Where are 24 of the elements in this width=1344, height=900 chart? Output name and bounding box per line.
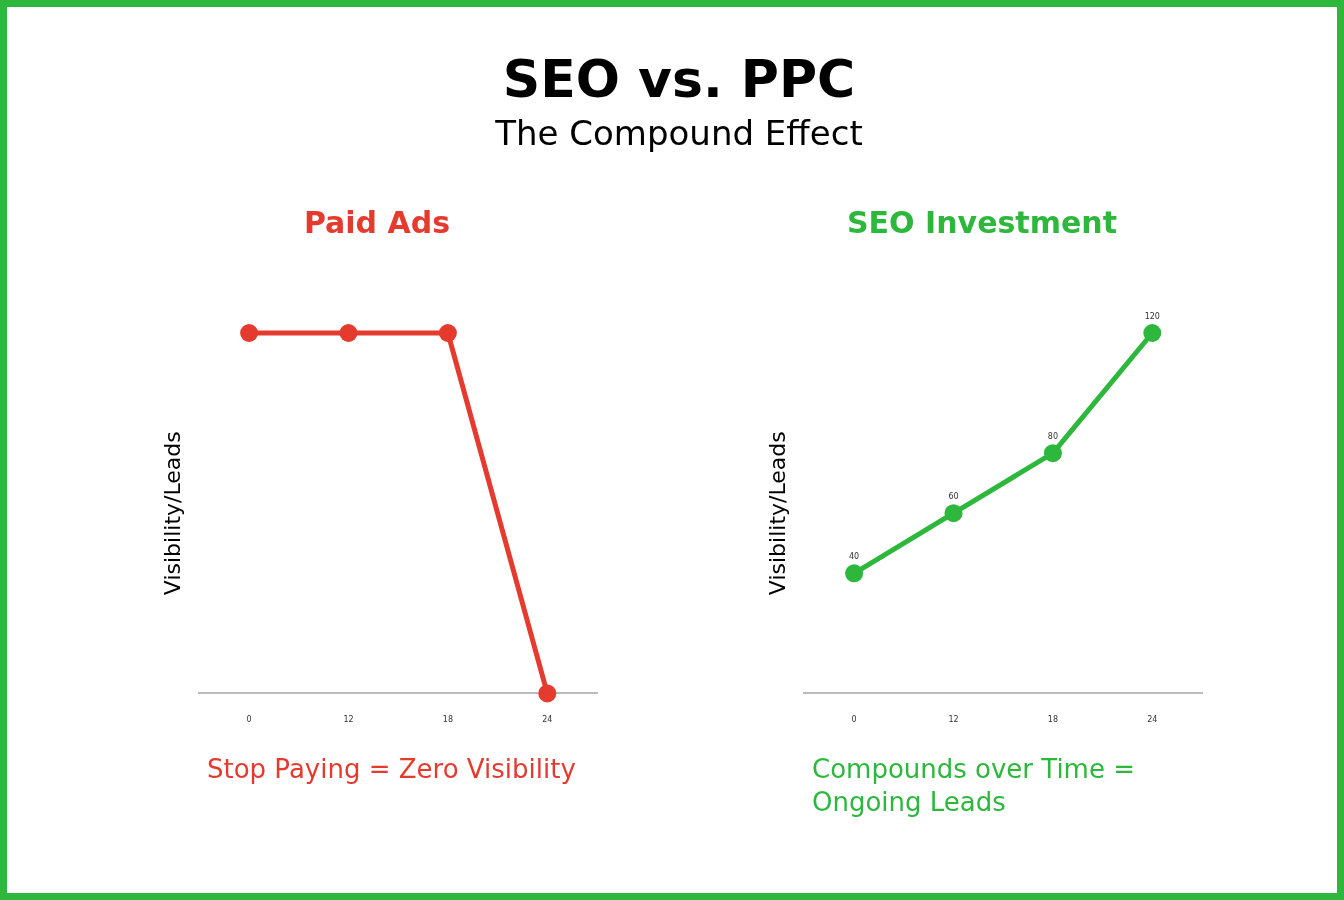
x-tick-label: 24 bbox=[1147, 715, 1158, 725]
y-axis-title: Visibility/Leads bbox=[159, 431, 185, 596]
text: Compounds over Time = Ongoing Leads bbox=[812, 753, 1136, 819]
text: SEO vs. PPC bbox=[501, 48, 857, 111]
point bbox=[845, 564, 864, 583]
text: The Compound Effect bbox=[494, 112, 864, 155]
y-axis-title: Visibility/Leads bbox=[764, 431, 790, 596]
data-label: 80 bbox=[1047, 432, 1058, 442]
x-tick-label: 0 bbox=[246, 715, 252, 725]
x-tick-label: 18 bbox=[442, 715, 453, 725]
data-label: 60 bbox=[948, 492, 959, 502]
text: Stop Paying = Zero Visibility bbox=[207, 753, 577, 786]
chart-title: Paid Ads bbox=[303, 204, 451, 240]
data-label: 120 bbox=[1144, 312, 1160, 321]
x-tick-label: 12 bbox=[343, 715, 354, 725]
point bbox=[1043, 444, 1062, 463]
x-tick-label: 0 bbox=[851, 715, 857, 725]
point bbox=[1143, 324, 1162, 342]
x-tick-label: 18 bbox=[1047, 715, 1058, 725]
chart-title: SEO Investment bbox=[847, 204, 1117, 240]
data-label: 40 bbox=[849, 552, 860, 562]
x-tick-label: 24 bbox=[542, 715, 553, 725]
point bbox=[944, 504, 963, 523]
x-tick-label: 12 bbox=[948, 715, 959, 725]
